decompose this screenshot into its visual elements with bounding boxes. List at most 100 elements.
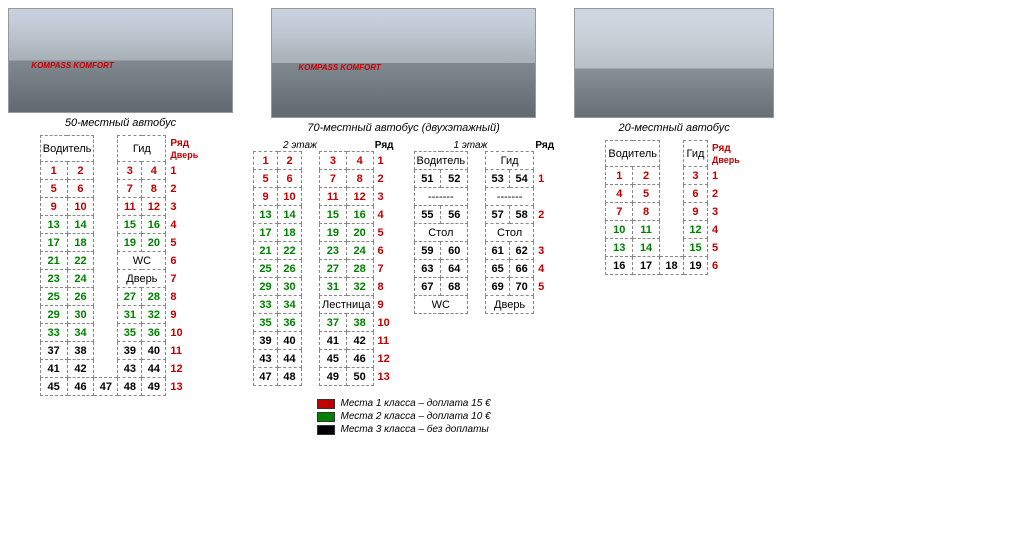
row-number: 12 xyxy=(166,360,201,378)
aisle xyxy=(302,368,320,386)
row-number: 13 xyxy=(373,368,393,386)
seat-cell: 49 xyxy=(320,368,347,386)
seat-cell: 22 xyxy=(67,252,94,270)
seat-cell: 40 xyxy=(278,332,302,350)
aisle xyxy=(468,152,486,170)
row-number: 10 xyxy=(373,314,393,332)
seat-cell: 10 xyxy=(67,198,94,216)
seat-cell: 13 xyxy=(40,216,67,234)
seat-cell: 17 xyxy=(633,257,660,275)
bus50-seatmap: ВодительГидРядДверь123415678291011123131… xyxy=(40,135,201,396)
seat-cell: 22 xyxy=(278,242,302,260)
row-number: 9 xyxy=(166,306,201,324)
row-number: 9 xyxy=(373,296,393,314)
seat-cell: 46 xyxy=(67,378,94,396)
row-number: 6 xyxy=(707,257,742,275)
row-number: 4 xyxy=(166,216,201,234)
seat-cell: 38 xyxy=(346,314,373,332)
seat-cell: 6 xyxy=(683,185,707,203)
aisle xyxy=(94,324,118,342)
aisle xyxy=(302,350,320,368)
seat-cell: 18 xyxy=(278,224,302,242)
seat-cell: 11 xyxy=(320,188,347,206)
seat-cell: ------- xyxy=(414,188,468,206)
seat-cell: 33 xyxy=(40,324,67,342)
seat-cell: Гид xyxy=(118,136,166,162)
seat-cell: 32 xyxy=(346,278,373,296)
seat-cell: 11 xyxy=(118,198,142,216)
aisle xyxy=(534,296,554,314)
seat-cell: 13 xyxy=(606,239,633,257)
seat-cell: 45 xyxy=(320,350,347,368)
seat-cell: Водитель xyxy=(414,152,468,170)
seat-cell: 25 xyxy=(254,260,278,278)
legend: Места 1 класса – доплата 15 € Места 2 кл… xyxy=(317,396,491,437)
seat-cell: 1 xyxy=(254,152,278,170)
bus20-caption: 20-местный автобус xyxy=(618,122,729,134)
seat-cell: 8 xyxy=(633,203,660,221)
col-bus70: KOMPASS KOMFORT 70-местный автобус (двух… xyxy=(253,8,554,437)
seat-cell: 20 xyxy=(346,224,373,242)
aisle xyxy=(302,188,320,206)
aisle xyxy=(468,260,486,278)
bus50-caption: 50-местный автобус xyxy=(65,117,176,129)
seat-cell: 5 xyxy=(633,185,660,203)
seat-cell: 62 xyxy=(510,242,534,260)
seat-cell: 5 xyxy=(254,170,278,188)
seat-cell: 43 xyxy=(254,350,278,368)
row-number: 12 xyxy=(373,350,393,368)
row-number: 2 xyxy=(166,180,201,198)
seat-cell: 59 xyxy=(414,242,441,260)
seat-cell: 7 xyxy=(606,203,633,221)
ryad-header: РядДверь xyxy=(707,141,742,167)
seat-cell: 33 xyxy=(254,296,278,314)
seat-cell: 26 xyxy=(67,288,94,306)
row-number: 6 xyxy=(166,252,201,270)
aisle xyxy=(534,188,554,206)
legend-text-3: Места 3 класса – без доплаты xyxy=(341,424,489,435)
seat-cell: 15 xyxy=(118,216,142,234)
seat-cell: Лестница xyxy=(320,296,374,314)
seat-cell: 1 xyxy=(40,162,67,180)
seat-cell: 5 xyxy=(40,180,67,198)
aisle xyxy=(468,242,486,260)
row-number: 5 xyxy=(534,278,554,296)
aisle xyxy=(302,206,320,224)
seat-cell: 60 xyxy=(441,242,468,260)
aisle xyxy=(302,242,320,260)
row-number: 1 xyxy=(166,162,201,180)
seat-cell: 6 xyxy=(67,180,94,198)
seat-cell: 19 xyxy=(683,257,707,275)
aisle xyxy=(468,278,486,296)
seat-cell: 4 xyxy=(606,185,633,203)
row-number: 7 xyxy=(166,270,201,288)
aisle xyxy=(659,141,683,167)
row-number: 5 xyxy=(373,224,393,242)
aisle xyxy=(94,162,118,180)
seat-cell: 21 xyxy=(40,252,67,270)
seat-cell: 13 xyxy=(254,206,278,224)
seat-cell: 20 xyxy=(142,234,166,252)
bus50-brand: KOMPASS KOMFORT xyxy=(31,61,113,70)
seat-cell: 16 xyxy=(142,216,166,234)
seat-cell: 42 xyxy=(346,332,373,350)
seat-cell: 56 xyxy=(441,206,468,224)
seat-cell: 8 xyxy=(346,170,373,188)
seat-cell: 40 xyxy=(142,342,166,360)
aisle xyxy=(302,314,320,332)
seat-cell: 53 xyxy=(486,170,510,188)
seat-cell: 19 xyxy=(320,224,347,242)
bus70-image: KOMPASS KOMFORT xyxy=(271,8,536,118)
seat-cell: ------- xyxy=(486,188,534,206)
aisle xyxy=(659,167,683,185)
seat-cell: 14 xyxy=(67,216,94,234)
seat-cell: 7 xyxy=(320,170,347,188)
seat-cell: 36 xyxy=(142,324,166,342)
row-number: 2 xyxy=(373,170,393,188)
seat-cell: 64 xyxy=(441,260,468,278)
seat-cell: 16 xyxy=(346,206,373,224)
bus50-image: KOMPASS KOMFORT xyxy=(8,8,233,113)
seat-cell: 12 xyxy=(683,221,707,239)
aisle xyxy=(468,296,486,314)
seat-cell: 11 xyxy=(633,221,660,239)
